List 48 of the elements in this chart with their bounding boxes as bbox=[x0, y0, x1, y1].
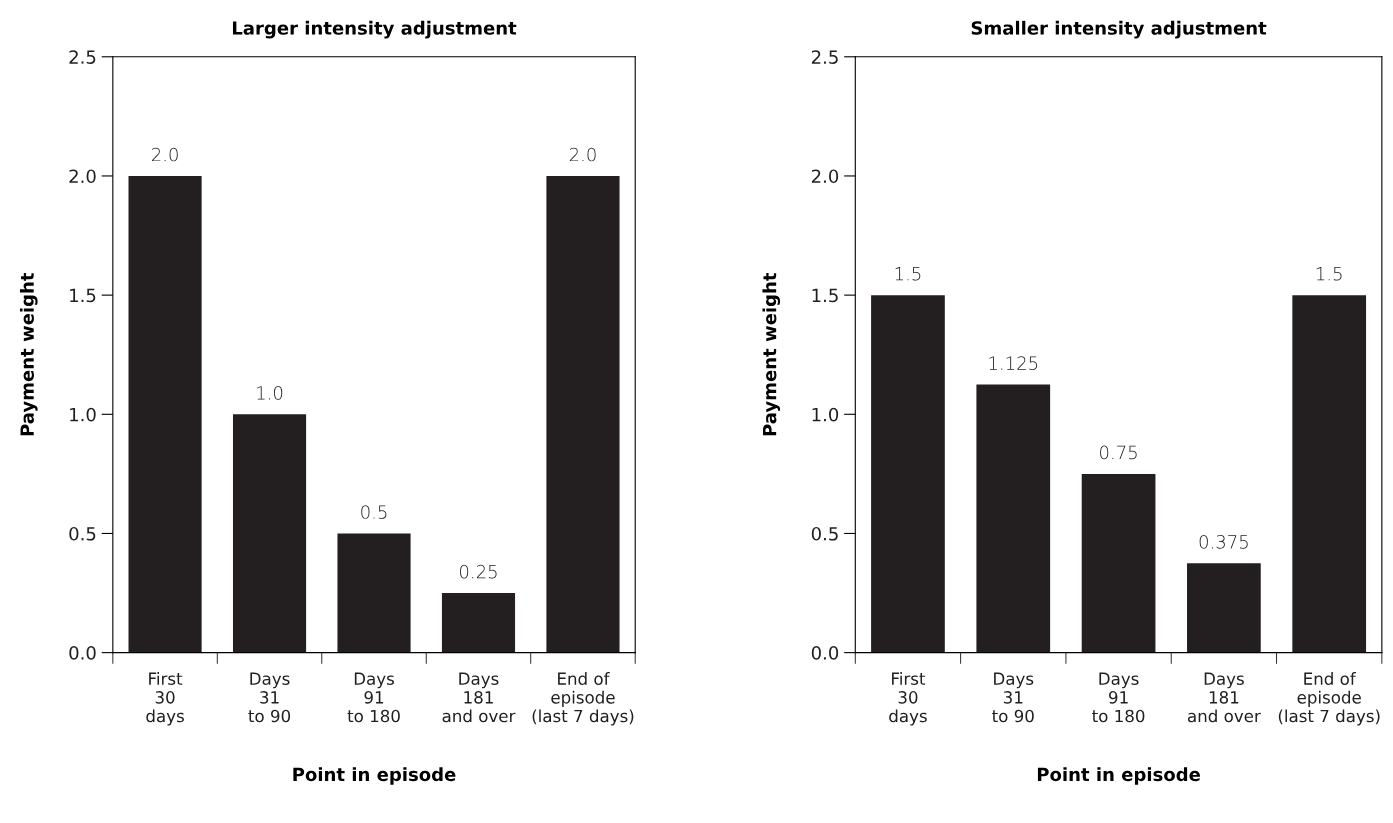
bar bbox=[871, 295, 945, 653]
y-tick-label: 0.0 bbox=[69, 646, 96, 660]
y-tick-label: 2.5 bbox=[69, 50, 96, 64]
x-tick-label: End of episode (last 7 days) bbox=[1278, 672, 1380, 726]
data-label: 0.75 bbox=[1100, 445, 1137, 460]
chart-title: Smaller intensity adjustment bbox=[971, 20, 1267, 39]
y-tick-label: 1.5 bbox=[812, 288, 838, 303]
y-tick-label: 1.5 bbox=[70, 288, 96, 303]
x-axis-title: Point in episode bbox=[293, 767, 456, 785]
x-tick-label: Days 181 and over bbox=[1187, 672, 1261, 723]
bar bbox=[1081, 473, 1156, 653]
x-tick-label: Days 31 to 90 bbox=[992, 672, 1034, 723]
data-label: 1.5 bbox=[895, 267, 921, 281]
x-axis-title: Point in episode bbox=[1037, 767, 1201, 785]
chart-title: Larger intensity adjustment bbox=[232, 20, 517, 39]
x-tick-label: Days 181 and over bbox=[442, 672, 516, 723]
y-tick-label: 1.0 bbox=[70, 407, 96, 422]
bar bbox=[441, 593, 516, 653]
data-label: 2.0 bbox=[569, 147, 596, 162]
y-axis-title: Payment weight bbox=[19, 272, 38, 436]
y-tick-label: 1.0 bbox=[812, 407, 839, 422]
x-tick-label: First 30 days bbox=[889, 672, 927, 726]
y-tick-label: 2.5 bbox=[811, 50, 838, 64]
y-tick-label: 0.5 bbox=[811, 526, 838, 541]
data-label: 1.125 bbox=[989, 356, 1038, 370]
bar bbox=[337, 533, 411, 653]
x-tick-label: Days 91 to 180 bbox=[1092, 672, 1145, 723]
y-tick-label: 2.0 bbox=[811, 169, 839, 184]
bar bbox=[1187, 563, 1261, 653]
data-label: 0.25 bbox=[460, 564, 497, 579]
bar bbox=[976, 384, 1051, 653]
bar bbox=[1292, 295, 1367, 653]
x-tick-label: First 30 days bbox=[146, 672, 184, 726]
y-tick-label: 0.5 bbox=[69, 526, 96, 541]
x-tick-label: Days 31 to 90 bbox=[248, 672, 291, 723]
y-axis-title: Payment weight bbox=[762, 272, 781, 436]
y-tick-label: 2.0 bbox=[69, 169, 96, 184]
x-tick-label: End of episode (last 7 days) bbox=[532, 672, 634, 726]
data-label: 1.0 bbox=[257, 386, 283, 400]
x-tick-label: Days 91 to 180 bbox=[347, 672, 400, 723]
data-label: 2.0 bbox=[151, 147, 178, 162]
bar bbox=[232, 414, 307, 653]
bar bbox=[546, 175, 620, 653]
data-label: 1.5 bbox=[1316, 267, 1342, 281]
y-tick-label: 0.0 bbox=[811, 646, 839, 660]
data-label: 0.375 bbox=[1199, 534, 1248, 549]
bar bbox=[128, 175, 202, 653]
data-label: 0.5 bbox=[361, 505, 387, 519]
